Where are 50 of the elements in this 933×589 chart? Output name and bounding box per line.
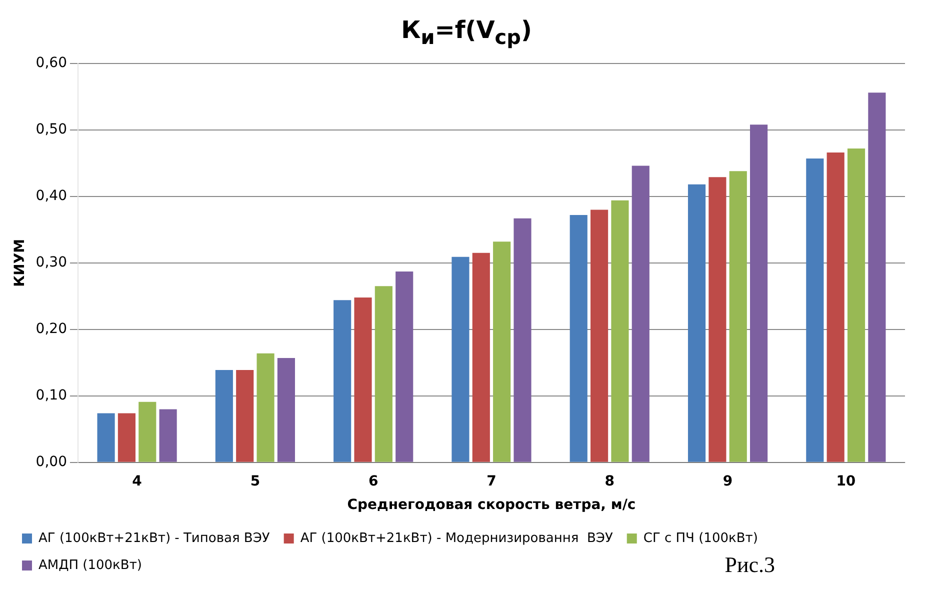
x-tick-label: 10: [836, 473, 856, 490]
x-tick-label: 5: [250, 473, 260, 490]
bar: [688, 184, 706, 462]
bar: [514, 218, 532, 462]
bar: [236, 370, 254, 462]
legend-label: АГ (100кВт+21кВт) - Типовая ВЭУ: [38, 530, 270, 546]
y-tick-label: 0,00: [36, 454, 67, 470]
bar: [256, 353, 274, 462]
y-tick-label: 0,10: [36, 388, 67, 404]
bar: [729, 171, 747, 462]
y-tick-label: 0,20: [36, 321, 67, 338]
legend-label: АМДП (100кВт): [38, 558, 142, 573]
bar: [472, 252, 490, 462]
x-tick-label: 7: [486, 473, 496, 490]
y-tick-label: 0,30: [36, 254, 67, 271]
bar: [452, 256, 470, 462]
x-tick-label: 9: [722, 473, 733, 490]
bar: [277, 358, 295, 462]
x-axis-title: Среднегодовая скорость ветра, м/с: [347, 497, 636, 514]
bar: [215, 370, 233, 462]
bar: [611, 200, 629, 462]
y-axis-title: КИУМ: [12, 238, 28, 287]
bar: [868, 92, 886, 462]
y-tick-label: 0,60: [36, 55, 67, 72]
bar: [118, 413, 136, 462]
bar: [159, 409, 177, 462]
bar: [97, 413, 115, 462]
x-tick-label: 4: [132, 473, 142, 490]
bar: [632, 166, 650, 462]
bar: [826, 152, 844, 462]
legend-label: СГ с ПЧ (100кВт): [643, 530, 758, 546]
y-tick-label: 0,50: [36, 122, 67, 138]
bar: [138, 402, 156, 462]
bar: [396, 272, 414, 462]
y-tick-label: 0,40: [36, 188, 67, 204]
bar: [374, 286, 392, 462]
text: Рис.3: [724, 552, 775, 578]
bar: [750, 124, 768, 462]
bar: [570, 215, 588, 462]
x-tick-label: 6: [368, 473, 378, 490]
legend-label: АГ (100кВт+21кВт) - Модернизировання ВЭУ: [300, 530, 613, 546]
x-tick-label: 8: [604, 473, 615, 490]
bar: [493, 242, 511, 462]
bar: [590, 210, 608, 462]
chart-title: К$_{и}$=f(V$_{ср}$): [400, 15, 533, 51]
bar: [847, 148, 866, 462]
bar: [334, 300, 352, 462]
bar: [354, 297, 372, 462]
bar: [806, 158, 824, 462]
bar: [708, 177, 726, 462]
